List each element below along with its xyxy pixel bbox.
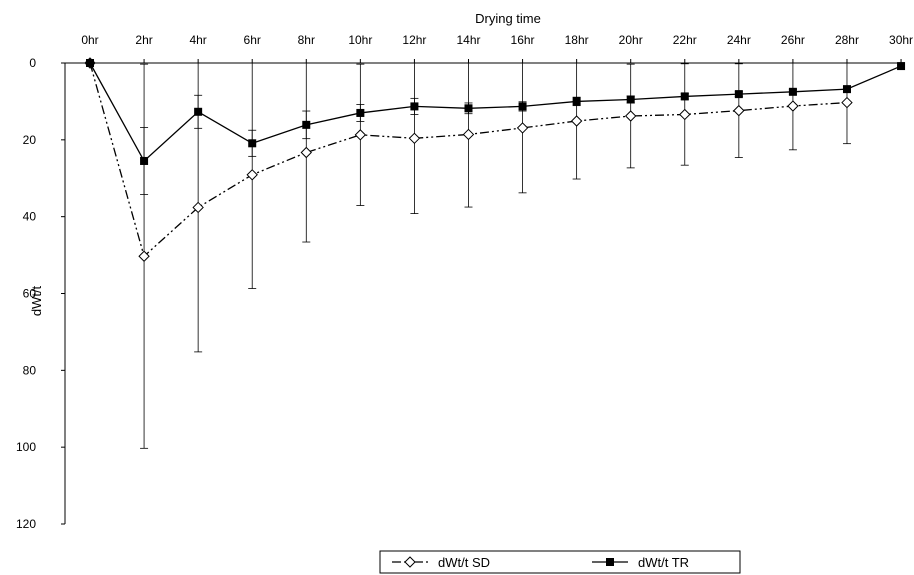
x-tick-label: 4hr	[189, 33, 206, 47]
x-tick-label: 20hr	[619, 33, 643, 47]
legend-items: dWt/t SD dWt/t TR	[392, 555, 689, 570]
x-tick-label: 0hr	[81, 33, 98, 47]
y-tick-label: 60	[23, 287, 37, 301]
legend: dWt/t SD dWt/t TR	[379, 550, 741, 574]
data-point-diamond	[570, 115, 583, 127]
y-axis-ticks: 0 20 40 60 80 100 120	[16, 56, 65, 531]
x-tick-label: 26hr	[781, 33, 805, 47]
data-point-diamond	[354, 129, 367, 141]
y-tick-label: 40	[23, 210, 37, 224]
data-point-square	[302, 120, 311, 129]
x-axis-title: Drying time	[475, 11, 541, 26]
data-point-diamond	[624, 110, 637, 122]
data-point-diamond	[408, 132, 421, 145]
x-axis-ticks: 0hr 2hr 4hr 6hr 8hr 10hr 12hr 14hr 16hr 18hr 20hr 2…	[81, 33, 913, 63]
x-tick-label: 16hr	[511, 33, 535, 47]
legend-label: dWt/t TR	[638, 555, 689, 570]
data-point-diamond	[679, 108, 691, 121]
series-line	[89, 62, 902, 162]
data-point-square	[734, 90, 743, 99]
data-point-diamond	[462, 128, 475, 141]
data-point-square	[356, 108, 365, 117]
data-point-square	[248, 139, 257, 148]
data-point-diamond	[300, 146, 312, 159]
x-tick-label: 14hr	[456, 33, 480, 47]
y-tick-label: 80	[23, 363, 37, 377]
data-point-square	[572, 97, 581, 106]
data-point-diamond	[787, 100, 799, 112]
data-point-square	[626, 95, 635, 104]
x-tick-label: 30hr	[889, 33, 913, 47]
x-tick-label: 12hr	[402, 33, 426, 47]
data-point-square	[897, 62, 906, 71]
data-point-square	[410, 102, 419, 111]
data-point-diamond	[404, 556, 416, 568]
data-point-square	[788, 87, 797, 96]
data-point-diamond	[733, 104, 745, 117]
data-point-square	[140, 156, 149, 165]
data-point-diamond	[138, 250, 150, 262]
y-axis-title: dWt/t	[29, 285, 44, 316]
legend-label: dWt/t SD	[438, 555, 490, 570]
data-point-square	[606, 558, 614, 566]
data-point-diamond	[516, 122, 529, 134]
data-point-diamond	[192, 201, 204, 214]
error-bars	[140, 62, 851, 449]
data-point-square	[194, 107, 203, 116]
x-tick-label: 6hr	[244, 33, 261, 47]
x-tick-label: 22hr	[673, 33, 697, 47]
data-point-diamond	[246, 169, 258, 181]
legend-box	[379, 550, 741, 574]
data-point-square	[464, 104, 473, 113]
x-tick-label: 2hr	[135, 33, 152, 47]
x-tick-label: 10hr	[348, 33, 372, 47]
series-markers	[84, 57, 906, 262]
data-point-diamond	[841, 96, 853, 109]
x-tick-label: 24hr	[727, 33, 751, 47]
data-point-square	[842, 85, 851, 94]
x-tick-label: 28hr	[835, 33, 859, 47]
x-tick-label: 18hr	[565, 33, 589, 47]
series-line	[89, 62, 848, 258]
y-tick-label: 100	[16, 440, 36, 454]
data-point-square	[680, 92, 689, 101]
y-tick-label: 120	[16, 517, 36, 531]
y-tick-label: 0	[29, 56, 36, 70]
x-tick-label: 8hr	[298, 33, 315, 47]
data-point-square	[518, 102, 527, 111]
y-tick-label: 20	[23, 133, 37, 147]
data-point-square	[86, 59, 94, 67]
series-lines	[89, 62, 902, 258]
